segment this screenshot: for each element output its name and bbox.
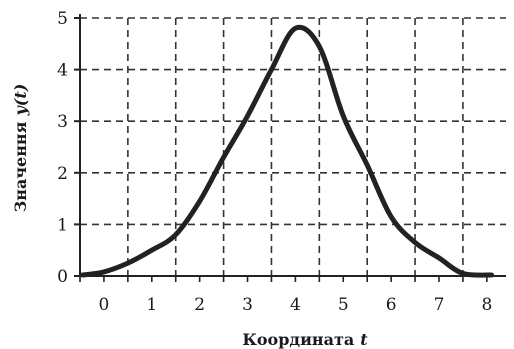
x-axis-label: Координата — [242, 330, 354, 349]
x-tick-label-6: 6 — [386, 295, 397, 315]
y-axis-variable: y(t) — [11, 84, 30, 117]
x-tick-label-8: 8 — [481, 295, 492, 315]
x-tick-label-4: 4 — [290, 295, 301, 315]
x-tick-label-0: 0 — [99, 295, 110, 315]
x-tick-label-1: 1 — [146, 295, 157, 315]
y-axis-title: Значення y(t) — [11, 84, 30, 213]
x-axis-variable: t — [360, 330, 368, 349]
x-axis-title: Координата t — [242, 330, 368, 349]
y-tick-label-0: 0 — [57, 267, 68, 287]
y-axis-label: Значення — [11, 121, 30, 212]
series-line-0 — [79, 24, 495, 278]
y-tick-label-3: 3 — [57, 112, 68, 132]
y-tick-label-4: 4 — [57, 61, 68, 81]
axes — [79, 14, 506, 277]
ticks: 0 1 2 3 4 5 0 1 2 3 4 5 6 7 8 — [57, 9, 492, 315]
x-tick-label-2: 2 — [194, 295, 205, 315]
y-tick-label-2: 2 — [57, 164, 68, 184]
x-tick-label-7: 7 — [434, 295, 445, 315]
x-tick-label-5: 5 — [338, 295, 349, 315]
grid — [80, 17, 506, 276]
y-tick-label-1: 1 — [57, 215, 68, 235]
series — [79, 24, 495, 278]
y-tick-label-5: 5 — [57, 9, 68, 29]
x-tick-label-3: 3 — [242, 295, 253, 315]
